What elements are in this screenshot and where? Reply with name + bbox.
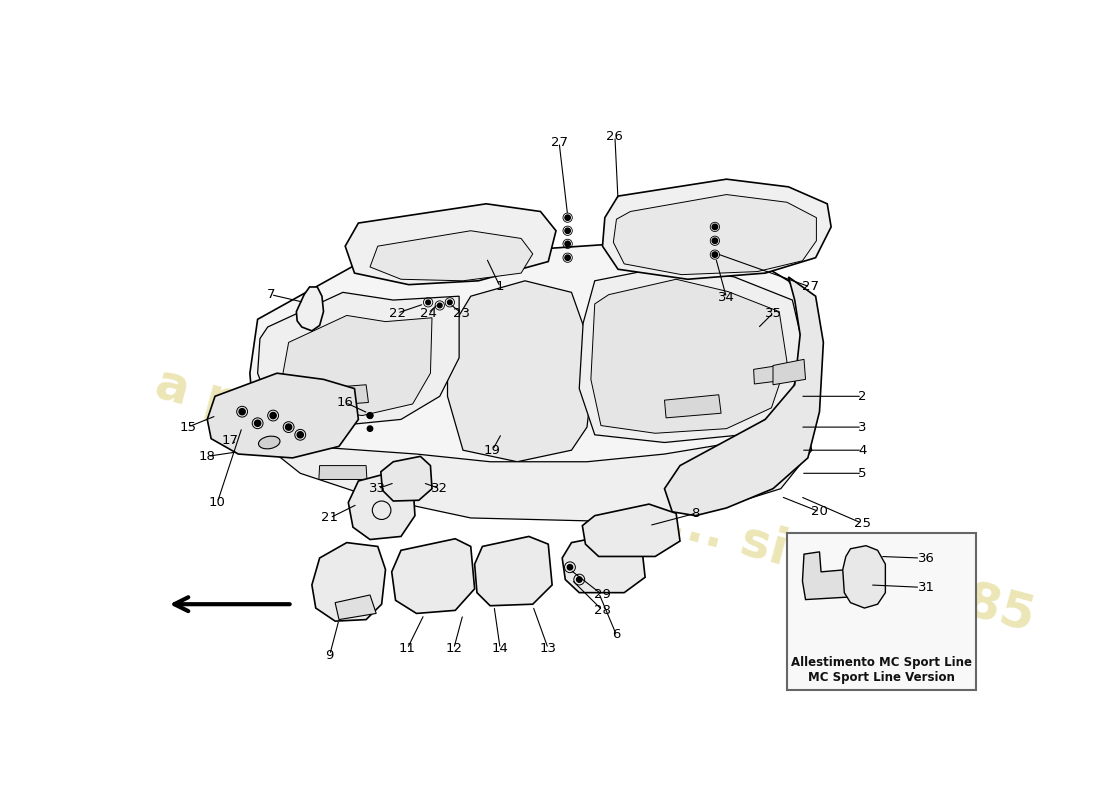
Polygon shape [773, 359, 805, 385]
Text: 5: 5 [858, 467, 867, 480]
Text: 2: 2 [858, 390, 867, 403]
Text: 15: 15 [179, 421, 197, 434]
Polygon shape [381, 456, 432, 501]
Circle shape [367, 413, 373, 418]
Polygon shape [207, 373, 359, 458]
Polygon shape [448, 281, 595, 462]
Circle shape [297, 432, 304, 438]
Polygon shape [316, 385, 369, 406]
Polygon shape [603, 179, 832, 279]
Text: 4: 4 [858, 444, 867, 457]
Text: 8: 8 [691, 507, 700, 520]
FancyBboxPatch shape [786, 534, 976, 690]
Polygon shape [319, 466, 367, 479]
Circle shape [254, 420, 261, 426]
Polygon shape [349, 472, 415, 539]
Polygon shape [591, 279, 786, 434]
Text: 22: 22 [388, 306, 406, 320]
Text: 34: 34 [718, 291, 735, 304]
Text: 32: 32 [431, 482, 449, 495]
Circle shape [565, 255, 570, 260]
Text: 6: 6 [613, 629, 620, 642]
Polygon shape [345, 204, 556, 285]
Circle shape [565, 228, 570, 234]
Text: Allestimento MC Sport Line
MC Sport Line Version: Allestimento MC Sport Line MC Sport Line… [791, 656, 972, 684]
Text: 28: 28 [594, 604, 610, 617]
Text: 23: 23 [453, 306, 470, 320]
Circle shape [270, 413, 276, 418]
Text: 20: 20 [811, 506, 828, 518]
Ellipse shape [258, 436, 280, 449]
Polygon shape [257, 292, 459, 427]
Polygon shape [664, 394, 722, 418]
Circle shape [565, 241, 570, 246]
Polygon shape [803, 552, 858, 599]
Polygon shape [843, 546, 886, 608]
Polygon shape [474, 537, 552, 606]
Text: 12: 12 [446, 642, 462, 655]
Text: 18: 18 [199, 450, 216, 463]
Polygon shape [250, 238, 820, 516]
Circle shape [712, 252, 717, 258]
Text: eurospares
a passion for parts... since 1985: eurospares a passion for parts... since … [151, 306, 1055, 641]
Text: 14: 14 [492, 642, 508, 655]
Polygon shape [614, 194, 816, 274]
Text: 11: 11 [398, 642, 416, 655]
Text: 1: 1 [496, 281, 505, 294]
Text: 16: 16 [337, 396, 353, 409]
Text: 21: 21 [321, 511, 338, 525]
Polygon shape [392, 538, 474, 614]
Text: 24: 24 [420, 306, 437, 320]
Polygon shape [664, 277, 824, 516]
Circle shape [576, 577, 582, 582]
Polygon shape [582, 504, 680, 557]
Text: 19: 19 [484, 444, 500, 457]
Polygon shape [562, 534, 645, 593]
Text: 7: 7 [266, 288, 275, 301]
Text: 17: 17 [222, 434, 239, 447]
Text: 9: 9 [326, 649, 334, 662]
Text: 29: 29 [594, 589, 610, 602]
Polygon shape [296, 287, 323, 331]
Circle shape [712, 238, 717, 243]
Polygon shape [280, 315, 432, 415]
Text: 36: 36 [918, 551, 935, 565]
Text: 27: 27 [802, 281, 818, 294]
Text: 33: 33 [370, 482, 386, 495]
Text: 13: 13 [540, 642, 557, 655]
Circle shape [568, 565, 573, 570]
Text: 10: 10 [209, 496, 226, 509]
Polygon shape [312, 542, 385, 621]
Circle shape [712, 224, 717, 230]
Text: 26: 26 [606, 130, 624, 142]
Circle shape [565, 215, 570, 220]
Polygon shape [273, 415, 812, 521]
Text: 27: 27 [551, 136, 568, 149]
Circle shape [448, 300, 452, 305]
Text: 35: 35 [764, 306, 781, 320]
Circle shape [239, 409, 245, 414]
Circle shape [286, 424, 292, 430]
Polygon shape [580, 266, 804, 442]
Text: 25: 25 [854, 517, 870, 530]
Circle shape [367, 426, 373, 431]
Circle shape [438, 303, 442, 308]
Polygon shape [336, 595, 376, 619]
Polygon shape [370, 230, 532, 281]
Text: 3: 3 [858, 421, 867, 434]
Text: 31: 31 [917, 581, 935, 594]
Polygon shape [754, 364, 791, 384]
Circle shape [426, 300, 430, 305]
